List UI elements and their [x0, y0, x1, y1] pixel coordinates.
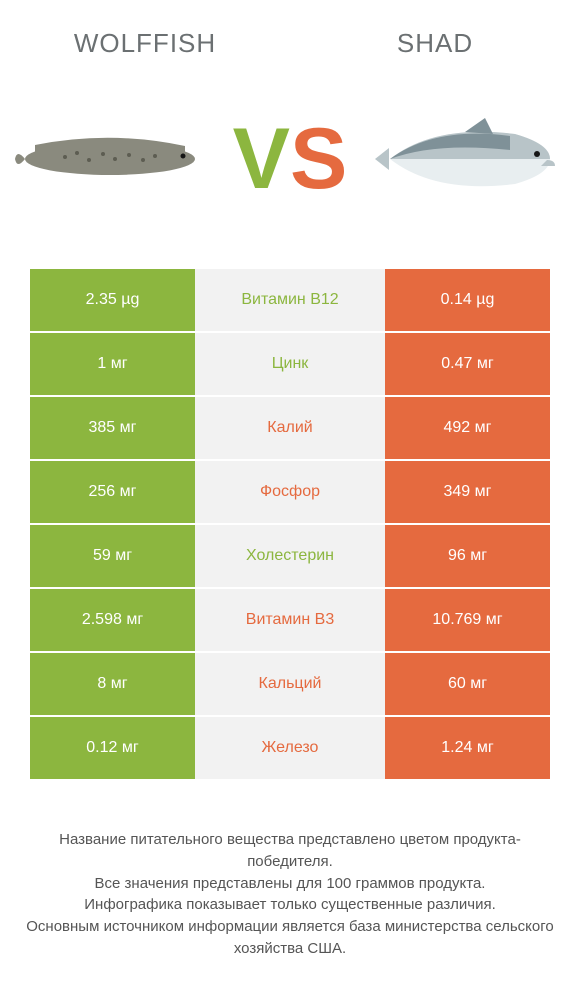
nutrient-name: Кальций	[195, 653, 385, 715]
nutrient-name: Цинк	[195, 333, 385, 395]
footer-line: Инфографика показывает только существенн…	[20, 894, 560, 916]
vs-label: V S	[220, 116, 360, 202]
table-row: 1 мгЦинк0.47 мг	[30, 333, 550, 397]
value-left: 0.12 мг	[30, 717, 195, 779]
table-row: 2.35 µgВитамин B120.14 µg	[30, 269, 550, 333]
value-right: 0.14 µg	[385, 269, 550, 331]
value-right: 10.769 мг	[385, 589, 550, 651]
footer-text: Название питательного вещества представл…	[20, 829, 560, 960]
wolffish-image	[0, 124, 220, 194]
table-row: 2.598 мгВитамин B310.769 мг	[30, 589, 550, 653]
comparison-table: 2.35 µgВитамин B120.14 µg1 мгЦинк0.47 мг…	[30, 269, 550, 781]
nutrient-name: Фосфор	[195, 461, 385, 523]
nutrient-name: Холестерин	[195, 525, 385, 587]
table-row: 59 мгХолестерин96 мг	[30, 525, 550, 589]
value-left: 256 мг	[30, 461, 195, 523]
footer-line: Основным источником информации является …	[20, 916, 560, 960]
value-right: 96 мг	[385, 525, 550, 587]
titles-row: WOLFFISH SHAD	[0, 0, 580, 59]
table-row: 8 мгКальций60 мг	[30, 653, 550, 717]
footer-line: Название питательного вещества представл…	[20, 829, 560, 873]
table-row: 0.12 мгЖелезо1.24 мг	[30, 717, 550, 781]
nutrient-name: Витамин B12	[195, 269, 385, 331]
vs-v: V	[233, 116, 290, 202]
nutrient-name: Железо	[195, 717, 385, 779]
table-row: 385 мгКалий492 мг	[30, 397, 550, 461]
value-right: 60 мг	[385, 653, 550, 715]
value-right: 492 мг	[385, 397, 550, 459]
title-left: WOLFFISH	[0, 28, 290, 59]
value-right: 1.24 мг	[385, 717, 550, 779]
value-left: 8 мг	[30, 653, 195, 715]
value-left: 2.35 µg	[30, 269, 195, 331]
nutrient-name: Калий	[195, 397, 385, 459]
table-row: 256 мгФосфор349 мг	[30, 461, 550, 525]
hero-row: V S	[0, 79, 580, 239]
value-right: 349 мг	[385, 461, 550, 523]
value-left: 385 мг	[30, 397, 195, 459]
title-right: SHAD	[290, 28, 580, 59]
vs-s: S	[290, 116, 347, 202]
value-left: 2.598 мг	[30, 589, 195, 651]
value-right: 0.47 мг	[385, 333, 550, 395]
nutrient-name: Витамин B3	[195, 589, 385, 651]
infographic-root: WOLFFISH SHAD V S	[0, 0, 580, 960]
value-left: 59 мг	[30, 525, 195, 587]
footer-line: Все значения представлены для 100 граммо…	[20, 873, 560, 895]
value-left: 1 мг	[30, 333, 195, 395]
shad-image	[360, 114, 580, 204]
